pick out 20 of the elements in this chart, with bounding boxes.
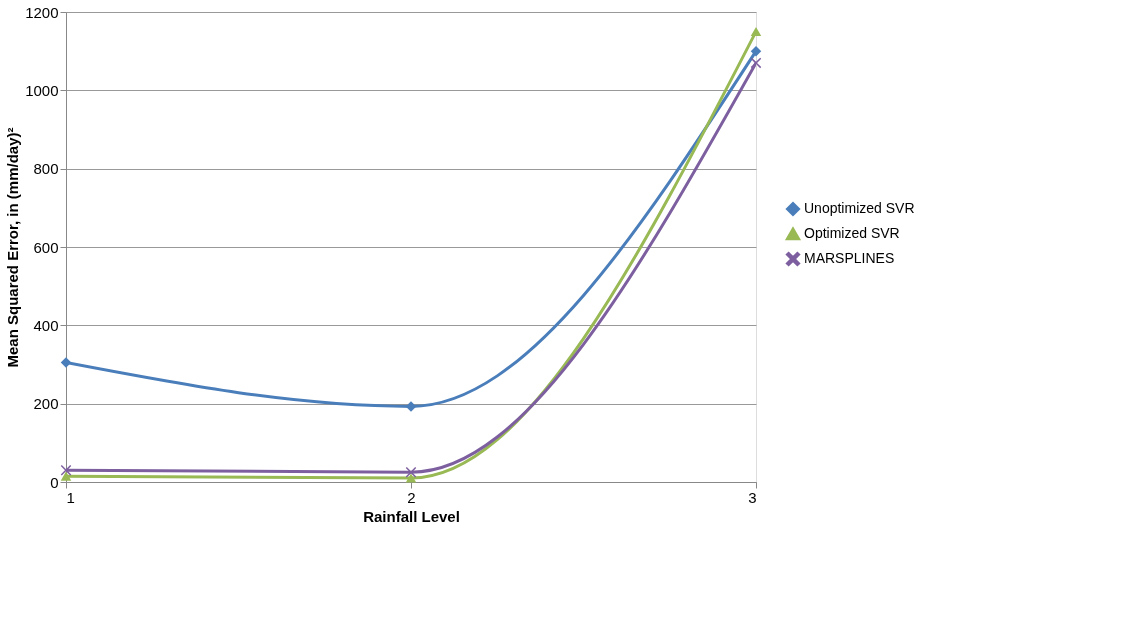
y-tick-label: 400 (33, 316, 59, 334)
y-tick-label: 1200 (25, 3, 59, 21)
y-axis-title: Mean Squared Error, in (mm/day)² (4, 127, 22, 368)
y-tick-label: 0 (50, 473, 59, 491)
point (750, 57, 762, 69)
x-tick-label: 2 (407, 488, 416, 506)
x-tick-label: 3 (748, 488, 757, 506)
x-axis-title: Rainfall Level (363, 507, 460, 525)
y-tick-label: 200 (33, 395, 59, 413)
y-tick-label: 1000 (25, 81, 59, 99)
y-tick-label: 800 (33, 160, 59, 178)
point (750, 45, 762, 57)
legend-label: Unoptimized SVR (804, 200, 915, 216)
legend-label: MARSPLINES (804, 250, 895, 266)
point (60, 465, 72, 476)
legend-label: Optimized SVR (804, 225, 900, 241)
y-tick-label: 600 (33, 238, 59, 256)
point (60, 357, 72, 368)
x-tick-label: 1 (66, 488, 75, 506)
point (750, 27, 762, 37)
